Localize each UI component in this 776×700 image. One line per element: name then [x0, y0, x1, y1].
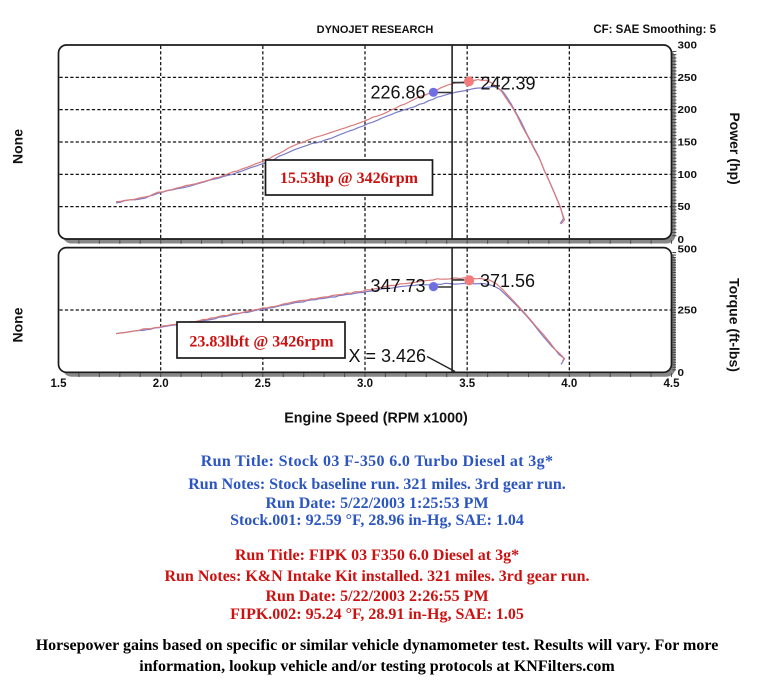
svg-text:500: 500 [678, 245, 698, 256]
svg-text:226.86: 226.86 [370, 82, 425, 102]
svg-text:200: 200 [678, 105, 698, 116]
svg-text:1.5: 1.5 [51, 378, 68, 390]
svg-text:X = 3.426: X = 3.426 [349, 346, 427, 366]
svg-text:0: 0 [678, 368, 685, 379]
svg-text:Engine Speed (RPM x1000): Engine Speed (RPM x1000) [284, 411, 468, 427]
svg-text:2.0: 2.0 [153, 378, 169, 390]
svg-text:50: 50 [678, 202, 692, 213]
svg-text:347.73: 347.73 [370, 276, 425, 296]
svg-text:None: None [10, 129, 26, 164]
svg-text:23.83lbft @ 3426rpm: 23.83lbft @ 3426rpm [189, 334, 334, 351]
svg-text:242.39: 242.39 [481, 73, 536, 93]
svg-text:4.0: 4.0 [561, 378, 577, 390]
svg-text:Power (hp): Power (hp) [727, 112, 743, 184]
svg-text:250: 250 [678, 306, 698, 317]
svg-text:3.0: 3.0 [357, 378, 373, 390]
svg-text:15.53hp @ 3426rpm: 15.53hp @ 3426rpm [280, 170, 419, 187]
svg-text:100: 100 [678, 170, 698, 181]
svg-text:Torque (ft-lbs): Torque (ft-lbs) [727, 278, 743, 372]
svg-text:3.5: 3.5 [459, 378, 476, 390]
svg-text:DYNOJET RESEARCH: DYNOJET RESEARCH [317, 24, 434, 36]
svg-text:250: 250 [678, 73, 698, 84]
svg-text:0: 0 [678, 235, 685, 246]
svg-text:CF: SAE Smoothing: 5: CF: SAE Smoothing: 5 [593, 24, 716, 36]
svg-text:4.5: 4.5 [664, 378, 681, 390]
svg-text:None: None [10, 307, 26, 342]
svg-text:2.5: 2.5 [255, 378, 272, 390]
svg-text:150: 150 [678, 138, 698, 149]
svg-text:300: 300 [678, 41, 698, 52]
svg-text:371.56: 371.56 [480, 271, 535, 291]
